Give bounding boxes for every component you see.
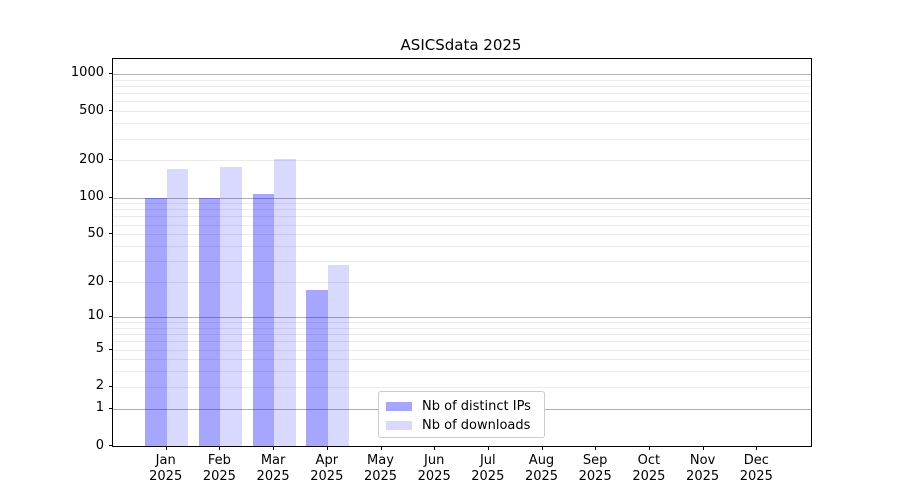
y-tick-mark [109, 159, 113, 161]
x-tick-label-sep: Sep 2025 [578, 453, 612, 484]
y-tick-mark [109, 348, 113, 350]
y-tick-mark [109, 233, 113, 235]
x-tick-label-jun: Jun 2025 [417, 453, 451, 484]
y-tick-mark [109, 72, 113, 74]
legend-entries: Nb of distinct IPs Nb of downloads [386, 397, 536, 435]
bar-ips-jan [145, 197, 167, 446]
x-tick-mark [165, 446, 167, 450]
y-tick-label: 10 [87, 308, 104, 324]
x-tick-label-jul: Jul 2025 [471, 453, 505, 484]
x-tick-mark [702, 446, 704, 450]
legend-entry: Nb of distinct IPs [386, 397, 536, 416]
y-tick-mark [109, 281, 113, 282]
gridline-minor [113, 322, 811, 323]
plot-area [112, 58, 812, 447]
gridline-minor [113, 327, 811, 329]
y-tick-label: 1000 [70, 65, 104, 81]
x-tick-mark [434, 446, 436, 450]
gridline-minor [113, 341, 811, 343]
gridline-minor [113, 209, 811, 211]
gridline-minor [113, 93, 811, 95]
x-tick-label-may: May 2025 [363, 453, 398, 484]
y-tick-mark [109, 315, 113, 317]
y-tick-label: 100 [79, 189, 104, 204]
gridline-minor [113, 111, 811, 113]
x-tick-label-apr: Apr 2025 [310, 453, 344, 484]
y-tick-mark [109, 196, 113, 198]
y-tick-label: 500 [79, 102, 104, 118]
x-tick-mark [326, 446, 328, 450]
bar-ips-feb [198, 197, 221, 446]
gridline-major [113, 197, 811, 199]
y-tick-mark [109, 407, 113, 409]
gridline-minor [113, 79, 811, 81]
x-tick-mark [380, 446, 382, 450]
gridline-major [113, 73, 811, 75]
gridline-minor [113, 334, 811, 335]
x-tick-mark [648, 446, 650, 450]
x-tick-label-oct: Oct 2025 [632, 453, 666, 484]
gridline-minor [113, 246, 811, 247]
gridline-major [113, 316, 811, 318]
gridline-minor [113, 85, 811, 87]
gridline-minor [113, 216, 811, 218]
gridline-minor [113, 224, 811, 226]
y-tick-label: 200 [79, 151, 104, 167]
y-tick-label: 50 [87, 225, 104, 241]
y-tick-label: 5 [95, 341, 104, 356]
x-tick-mark [273, 446, 275, 450]
bar-ips-mar [252, 193, 275, 446]
gridline-minor [113, 234, 811, 236]
y-tick-mark [109, 110, 113, 112]
chart-title: ASICSdata 2025 [400, 36, 522, 54]
x-tick-label-feb: Feb 2025 [202, 453, 236, 484]
gridline-minor [113, 203, 811, 205]
x-tick-mark [541, 446, 543, 450]
y-tick-mark [109, 445, 113, 446]
gridline-minor [113, 261, 811, 263]
gridline-minor [113, 101, 811, 103]
gridline-minor [113, 160, 811, 162]
x-tick-label-jan: Jan 2025 [149, 453, 183, 484]
y-tick-label: 20 [87, 273, 104, 289]
gridline-minor [113, 282, 811, 283]
gridline-minor [113, 349, 811, 351]
gridline-minor [113, 123, 811, 125]
legend-entry: Nb of downloads [386, 416, 536, 435]
gridline-minor [113, 386, 811, 388]
y-tick-label: 2 [95, 378, 104, 394]
bar-downloads-apr [327, 264, 350, 446]
legend-swatch-icon [386, 402, 412, 411]
legend: Nb of distinct IPs Nb of downloads [378, 391, 545, 438]
legend-swatch-icon [386, 421, 412, 430]
legend-label: Nb of distinct IPs [422, 399, 531, 414]
gridline-minor [113, 371, 811, 373]
gridline-minor [113, 359, 811, 361]
y-tick-label: 0 [95, 437, 104, 453]
x-tick-label-nov: Nov 2025 [686, 453, 720, 484]
x-tick-mark [219, 446, 221, 450]
bar-downloads-jan [166, 168, 189, 446]
y-tick-label: 1 [95, 400, 104, 416]
legend-label: Nb of downloads [422, 418, 531, 433]
gridline-minor [113, 138, 811, 140]
x-tick-mark [487, 446, 489, 450]
x-tick-label-aug: Aug 2025 [524, 453, 559, 484]
x-tick-label-dec: Dec 2025 [739, 453, 773, 484]
bar-downloads-feb [220, 166, 242, 446]
y-tick-mark [109, 385, 113, 387]
bar-ips-apr [306, 290, 328, 446]
x-tick-label-mar: Mar 2025 [256, 453, 290, 484]
bar-downloads-mar [274, 159, 296, 446]
x-tick-mark [595, 446, 597, 450]
x-tick-mark [756, 446, 758, 450]
